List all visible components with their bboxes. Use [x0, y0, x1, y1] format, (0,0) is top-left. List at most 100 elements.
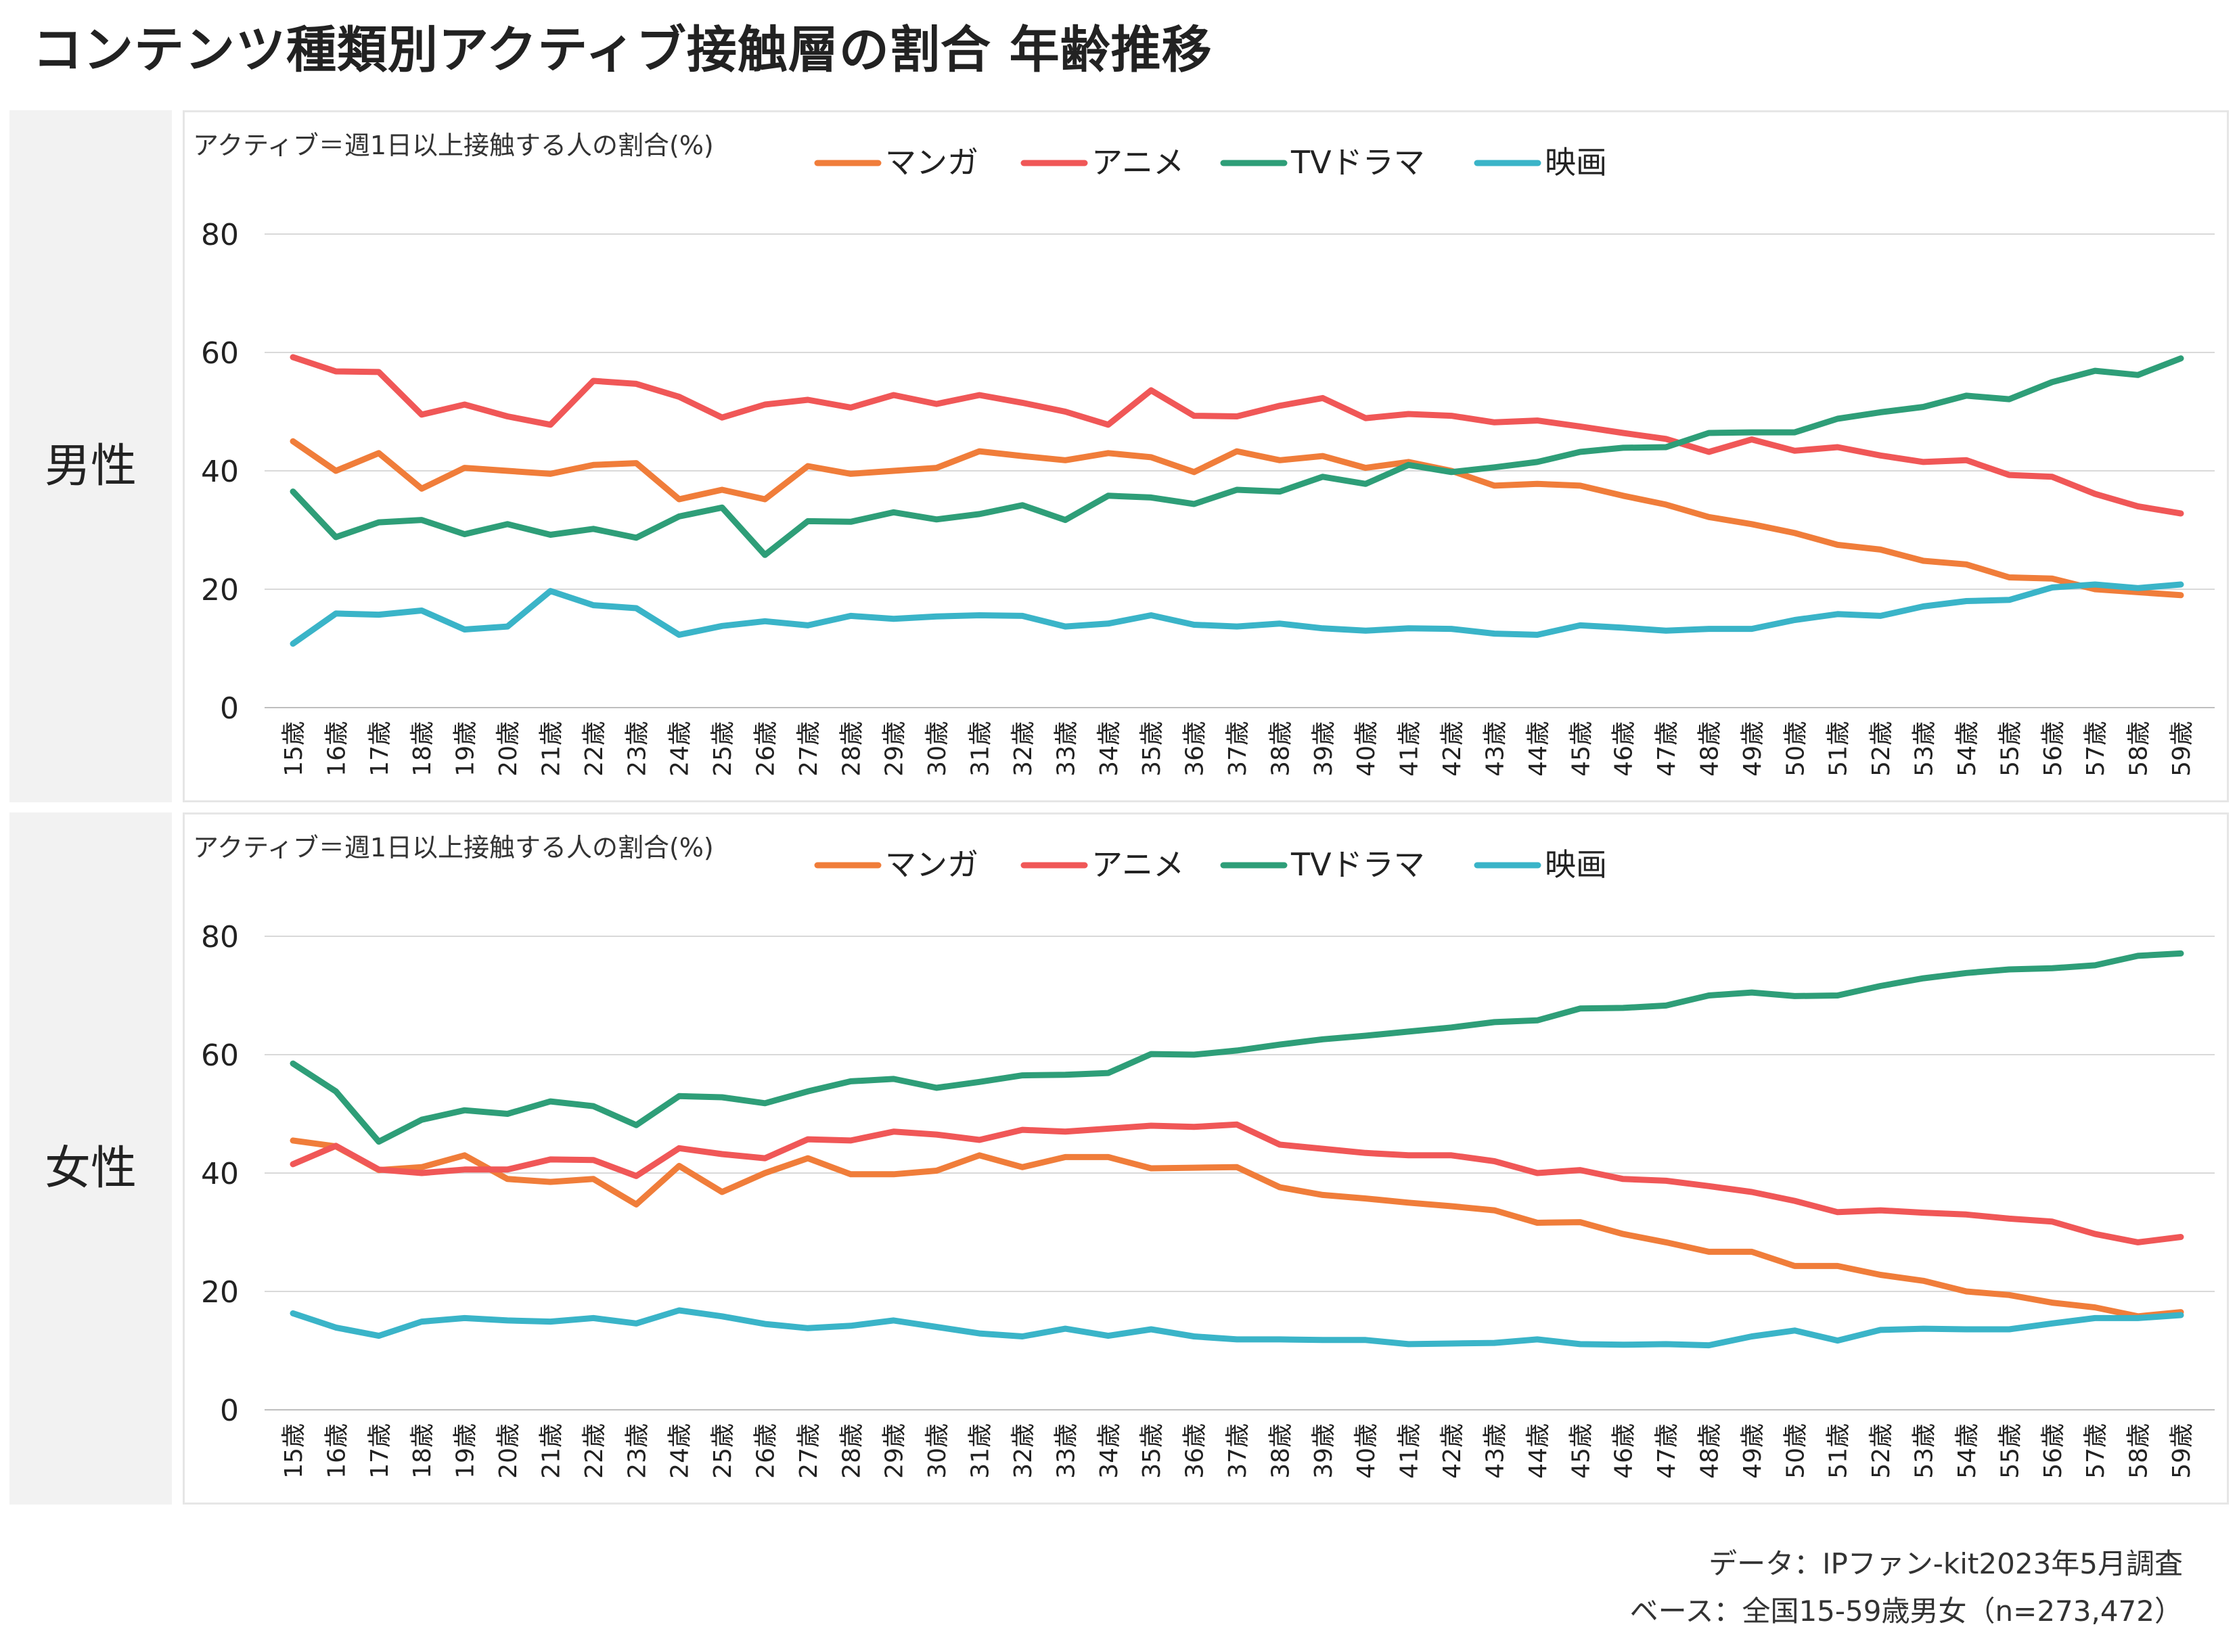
y-tick-label: 0 — [220, 1394, 239, 1428]
x-tick-label: 22歳 — [581, 1423, 608, 1479]
x-tick-label: 45歳 — [1567, 1423, 1595, 1479]
x-tick-label: 17歳 — [366, 721, 394, 777]
footer-sample-base: ベース：全国15-59歳男女（n=273,472） — [1629, 1594, 2183, 1628]
x-tick-label: 51歳 — [1825, 721, 1853, 777]
x-tick-label: 41歳 — [1396, 1423, 1424, 1479]
legend-item-movie: 映画 — [1474, 846, 1607, 883]
x-tick-label: 47歳 — [1653, 1423, 1681, 1479]
x-tick-label: 25歳 — [709, 721, 737, 777]
side-label-female: 女性 — [44, 1142, 137, 1195]
x-tick-label: 49歳 — [1739, 721, 1767, 777]
x-tick-label: 30歳 — [924, 1423, 951, 1479]
x-tick-label: 46歳 — [1610, 1423, 1638, 1479]
x-tick-label: 35歳 — [1138, 1423, 1166, 1479]
side-label-panel-female: 女性 — [9, 812, 172, 1505]
x-tick-label: 20歳 — [495, 1423, 522, 1479]
x-tick-label: 31歳 — [967, 1423, 995, 1479]
y-tick-label: 40 — [201, 455, 239, 489]
x-tick-label: 43歳 — [1481, 721, 1509, 777]
footer-data-source: データ：IPファン-kit2023年5月調査 — [1709, 1547, 2183, 1580]
x-tick-label: 38歳 — [1267, 1423, 1294, 1479]
x-tick-label: 42歳 — [1439, 1423, 1466, 1479]
x-tick-label: 34歳 — [1095, 721, 1123, 777]
x-tick-label: 33歳 — [1052, 1423, 1080, 1479]
x-tick-label: 53歳 — [1911, 1423, 1939, 1479]
x-tick-label: 59歳 — [2168, 721, 2196, 777]
x-tick-label: 44歳 — [1524, 1423, 1552, 1479]
x-tick-label: 23歳 — [623, 721, 651, 777]
legend-label-anime: アニメ — [1091, 846, 1184, 883]
x-tick-label: 45歳 — [1567, 721, 1595, 777]
x-tick-label: 33歳 — [1052, 721, 1080, 777]
legend-label-anime: アニメ — [1091, 144, 1184, 181]
x-tick-label: 34歳 — [1095, 1423, 1123, 1479]
x-tick-label: 23歳 — [623, 1423, 651, 1479]
x-tick-label: 39歳 — [1310, 721, 1338, 777]
x-tick-label: 17歳 — [366, 1423, 394, 1479]
side-label-panel-male: 男性 — [9, 110, 172, 802]
x-tick-label: 31歳 — [967, 721, 995, 777]
legend-label-movie: 映画 — [1545, 846, 1607, 883]
x-tick-label: 40歳 — [1353, 721, 1380, 777]
x-tick-label: 43歳 — [1481, 1423, 1509, 1479]
chart-panel-female: アクティブ＝週1日以上接触する人の割合(%) マンガ アニメ TVドラマ 映画 0 20 40… — [183, 812, 2229, 1505]
x-tick-label: 19歳 — [452, 721, 480, 777]
y-tick-label: 60 — [201, 1038, 239, 1073]
x-tick-label: 51歳 — [1825, 1423, 1853, 1479]
x-tick-label: 18歳 — [409, 1423, 436, 1479]
x-tick-label: 24歳 — [666, 721, 694, 777]
y-tick-label: 0 — [220, 691, 239, 726]
x-tick-label: 21歳 — [537, 721, 565, 777]
x-tick-label: 55歳 — [1996, 1423, 2024, 1479]
series-line-movie — [290, 1307, 2184, 1349]
line-chart-female: アクティブ＝週1日以上接触する人の割合(%) マンガ アニメ TVドラマ 映画 0 20 40… — [193, 833, 2215, 1479]
x-tick-label: 22歳 — [581, 721, 608, 777]
x-tick-label: 35歳 — [1138, 721, 1166, 777]
x-tick-label: 56歳 — [2039, 721, 2067, 777]
x-tick-label: 37歳 — [1224, 1423, 1252, 1479]
x-tick-label: 37歳 — [1224, 721, 1252, 777]
x-tick-label: 20歳 — [495, 721, 522, 777]
legend-item-tv-drama: TVドラマ — [1220, 846, 1425, 883]
chart-note-female: アクティブ＝週1日以上接触する人の割合(%) — [193, 833, 714, 863]
page-title: コンテンツ種類別アクティブ接触層の割合 年齢推移 — [32, 21, 1213, 79]
y-tick-label: 40 — [201, 1157, 239, 1191]
legend-label-manga: マンガ — [885, 144, 978, 181]
x-tick-label: 29歳 — [881, 1423, 909, 1479]
x-tick-label: 48歳 — [1696, 721, 1724, 777]
x-tick-label: 19歳 — [452, 1423, 480, 1479]
x-tick-label: 39歳 — [1310, 1423, 1338, 1479]
series-line-anime — [290, 1121, 2184, 1245]
x-tick-label: 47歳 — [1653, 721, 1681, 777]
side-label-male: 男性 — [44, 440, 137, 493]
x-tick-label: 32歳 — [1010, 721, 1037, 777]
x-tick-label: 52歳 — [1868, 721, 1895, 777]
x-tick-label: 55歳 — [1996, 721, 2024, 777]
x-tick-label: 56歳 — [2039, 1423, 2067, 1479]
x-tick-label: 50歳 — [1782, 721, 1809, 777]
x-tick-label: 52歳 — [1868, 1423, 1895, 1479]
x-tick-label: 54歳 — [1953, 721, 1981, 777]
series-line-movie — [290, 581, 2184, 647]
x-tick-label: 38歳 — [1267, 721, 1294, 777]
series-line-tv-drama — [290, 950, 2184, 1145]
x-tick-label: 40歳 — [1353, 1423, 1380, 1479]
legend-item-manga: マンガ — [814, 144, 978, 181]
legend-label-movie: 映画 — [1545, 144, 1607, 181]
series-line-manga — [290, 438, 2184, 599]
legend-label-tv-drama: TVドラマ — [1290, 144, 1425, 181]
y-tick-label: 60 — [201, 336, 239, 371]
x-tick-label: 29歳 — [881, 721, 909, 777]
x-tick-label: 58歳 — [2125, 1423, 2153, 1479]
x-tick-label: 49歳 — [1739, 1423, 1767, 1479]
x-tick-label: 15歳 — [280, 721, 308, 777]
x-tick-label: 44歳 — [1524, 721, 1552, 777]
x-tick-label: 57歳 — [2082, 1423, 2110, 1479]
chart-panel-male: アクティブ＝週1日以上接触する人の割合(%) マンガ アニメ TVドラマ 映画 0 20 40… — [183, 110, 2229, 802]
x-tick-label: 48歳 — [1696, 1423, 1724, 1479]
x-tick-label: 16歳 — [323, 721, 351, 777]
legend-item-manga: マンガ — [814, 846, 978, 883]
x-tick-label: 30歳 — [924, 721, 951, 777]
x-tick-label: 58歳 — [2125, 721, 2153, 777]
x-tick-label: 53歳 — [1911, 721, 1939, 777]
